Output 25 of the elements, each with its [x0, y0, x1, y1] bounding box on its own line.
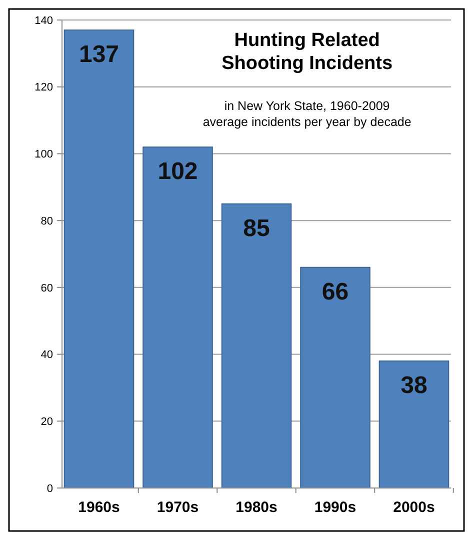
x-tick-label: 1990s — [314, 499, 356, 516]
text: in New York State, 1960-2009 average incidents per year by decade — [202, 99, 412, 129]
bar — [142, 146, 213, 488]
bar — [300, 266, 370, 488]
y-tick-label: 60 — [40, 282, 53, 294]
y-tick-label: 140 — [34, 14, 53, 27]
y-tick-label: 40 — [40, 349, 53, 362]
text: Hunting Related Shooting Incidents — [222, 30, 393, 74]
y-tick-label: 20 — [40, 416, 53, 428]
data-label: 38 — [400, 372, 428, 399]
data-label: 85 — [243, 214, 270, 242]
data-label: 137 — [78, 41, 120, 68]
data-label: 102 — [158, 158, 198, 186]
bar — [221, 203, 292, 488]
y-tick-label: 120 — [34, 82, 53, 94]
y-tick-label: 100 — [34, 148, 53, 161]
bar — [378, 360, 450, 488]
data-label: 66 — [322, 278, 349, 306]
x-tick-label: 1970s — [156, 499, 199, 516]
bar — [64, 30, 134, 488]
x-tick-label: 2000s — [393, 499, 435, 516]
x-tick-label: 1960s — [78, 499, 120, 516]
x-tick-label: 1980s — [236, 499, 278, 516]
y-tick-label: 80 — [40, 215, 53, 228]
y-tick-label: 0 — [46, 482, 53, 495]
